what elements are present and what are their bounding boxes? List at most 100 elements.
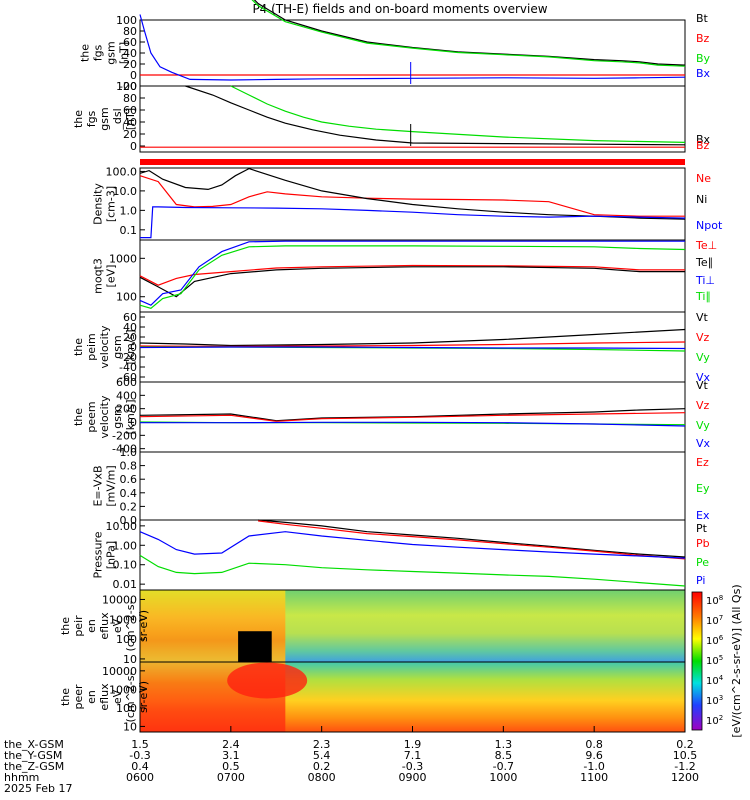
y-axis-label: [mV/m] bbox=[105, 465, 118, 506]
y-axis-label: [nPa] bbox=[105, 541, 118, 569]
y-tick-label: 10.00 bbox=[106, 520, 138, 533]
legend-Te⊥: Te⊥ bbox=[695, 239, 717, 252]
y-axis-label: [cm-3] bbox=[105, 186, 118, 222]
legend-Bz: Bz bbox=[696, 32, 710, 45]
y-axis-label: peem bbox=[85, 401, 98, 432]
legend-Vy: Vy bbox=[696, 419, 710, 432]
y-axis-label: the bbox=[72, 110, 85, 128]
colorbar-tick-label: 105 bbox=[706, 654, 723, 667]
y-tick-label: 10000 bbox=[102, 665, 137, 678]
legend-By: By bbox=[696, 52, 711, 65]
y-tick-label: 10.0 bbox=[113, 185, 138, 198]
y-tick-label: -40 bbox=[119, 361, 137, 374]
y-tick-label: 0.10 bbox=[113, 559, 138, 572]
series-Te∥ bbox=[139, 266, 685, 298]
y-axis-label: the bbox=[72, 338, 85, 356]
y-tick-label: -60 bbox=[119, 371, 137, 384]
y-tick-label: 0 bbox=[130, 341, 137, 354]
x-tick-label: -0.3 bbox=[129, 749, 150, 762]
y-tick-label: -200 bbox=[112, 429, 137, 442]
y-tick-label: 0 bbox=[130, 69, 137, 82]
legend-Bt: Bt bbox=[696, 12, 709, 25]
colorbar-tick-label: 106 bbox=[706, 634, 724, 647]
y-tick-label: 1000 bbox=[109, 613, 137, 626]
series-By bbox=[251, 0, 686, 67]
y-tick-label: 1.00 bbox=[113, 539, 138, 552]
y-tick-label: 60 bbox=[123, 104, 137, 117]
legend-Pe: Pe bbox=[696, 556, 709, 569]
x-tick-label: 0.5 bbox=[222, 760, 240, 773]
y-tick-label: 60 bbox=[123, 36, 137, 49]
y-tick-label: 200 bbox=[116, 403, 137, 416]
x-tick-label: 0600 bbox=[126, 771, 154, 784]
y-tick-label: 80 bbox=[123, 92, 137, 105]
y-tick-label: 1.0 bbox=[120, 446, 138, 459]
x-tick-label: -1.0 bbox=[583, 760, 604, 773]
series-By bbox=[230, 85, 686, 143]
panel-peir-eflux: 10000 1000 100 10 the peir en eflux eV (cm^2-s-sr… bbox=[59, 589, 686, 666]
y-tick-label: 20 bbox=[123, 331, 137, 344]
series-Bx bbox=[139, 14, 686, 81]
y-tick-label: 10 bbox=[123, 653, 137, 666]
x-tick-label: 1.3 bbox=[495, 738, 513, 751]
y-axis-label: fgs bbox=[85, 110, 98, 127]
legend-Vx: Vx bbox=[696, 371, 711, 384]
y-axis-label: [nT] bbox=[118, 42, 131, 64]
y-tick-label: 100.0 bbox=[106, 165, 138, 178]
x-tick-label: -0.3 bbox=[402, 760, 423, 773]
y-tick-label: 0.01 bbox=[113, 578, 138, 591]
series-Ti⊥ bbox=[139, 240, 685, 306]
y-tick-label: 600 bbox=[116, 376, 137, 389]
panel-density: 100.0 10.0 1.0 0.1 Density [cm-3] Ne Ni Npot bbox=[92, 165, 723, 241]
y-axis-label: eflux bbox=[98, 683, 111, 711]
y-tick-label: 0 bbox=[130, 140, 137, 153]
y-tick-label: 0.8 bbox=[120, 460, 138, 473]
y-tick-label: 40 bbox=[123, 47, 137, 60]
y-tick-label: 40 bbox=[123, 321, 137, 334]
y-axis-label: Density bbox=[92, 183, 105, 225]
x-tick-label: 0.4 bbox=[131, 760, 149, 773]
y-axis-label: the bbox=[72, 408, 85, 426]
x-row-label: the_Y-GSM bbox=[4, 749, 62, 762]
y-tick-label: 20 bbox=[123, 58, 137, 71]
panel-frame bbox=[139, 85, 686, 153]
y-axis-label: gsm bbox=[98, 107, 111, 130]
x-tick-label: 0.2 bbox=[676, 738, 694, 751]
x-tick-label: 1100 bbox=[580, 771, 608, 784]
x-tick-label: 1200 bbox=[671, 771, 699, 784]
series-Vt bbox=[139, 328, 686, 347]
colorbar-tick-label: 103 bbox=[706, 694, 723, 707]
series-Vx bbox=[140, 421, 686, 427]
series-Ne bbox=[139, 175, 685, 217]
x-row-label: the_X-GSM bbox=[4, 738, 64, 751]
y-tick-label: 0.1 bbox=[120, 224, 138, 237]
x-tick-label: 2.3 bbox=[313, 738, 331, 751]
colorbar: 108 107 106 105 104 103 102 [eV/(cm^2-s-sr-eV)… bbox=[691, 584, 743, 738]
y-tick-label: 0.0 bbox=[120, 514, 138, 527]
x-tick-label: 0900 bbox=[399, 771, 427, 784]
y-axis-label: velocity bbox=[98, 325, 111, 368]
colorbar-scale bbox=[691, 591, 703, 731]
x-tick-label: 0800 bbox=[308, 771, 336, 784]
legend-Vt: Vt bbox=[696, 379, 709, 392]
y-axis-label: Pressure bbox=[92, 531, 105, 578]
legend-Vz: Vz bbox=[696, 331, 710, 344]
x-tick-label: -1.2 bbox=[674, 760, 695, 773]
y-axis-label: velocity bbox=[98, 395, 111, 438]
y-tick-label: 40 bbox=[123, 116, 137, 129]
x-tick-label: 7.1 bbox=[404, 749, 422, 762]
x-tick-label: 2.4 bbox=[222, 738, 240, 751]
y-axis-label: sr-eV) bbox=[137, 681, 150, 713]
y-axis-label: moqt3 bbox=[92, 258, 105, 294]
colorbar-tick-label: 104 bbox=[706, 674, 724, 687]
y-axis-label: gsm bbox=[111, 405, 124, 428]
legend-Ne: Ne bbox=[696, 172, 711, 185]
x-tick-label: 8.5 bbox=[495, 749, 513, 762]
y-tick-label: 100 bbox=[116, 702, 137, 715]
x-tick-label: 10.5 bbox=[673, 749, 698, 762]
y-axis-label: gsm bbox=[111, 335, 124, 358]
y-tick-label: 1.0 bbox=[120, 204, 138, 217]
